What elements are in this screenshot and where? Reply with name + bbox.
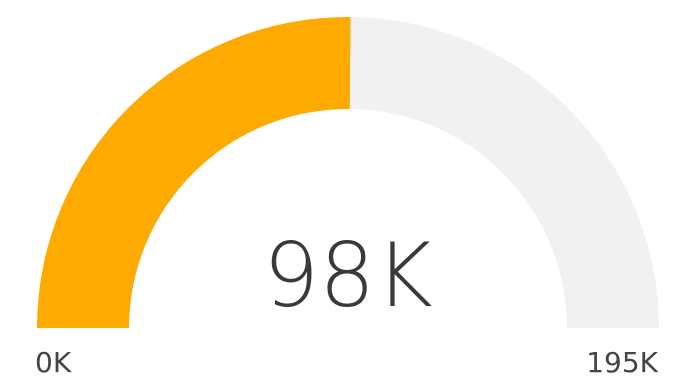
gauge-min-label: 0K (35, 346, 72, 379)
gauge-max-label: 195K (586, 346, 658, 379)
gauge-value-arc (37, 16, 351, 329)
gauge-value-label: 98K (263, 224, 433, 327)
